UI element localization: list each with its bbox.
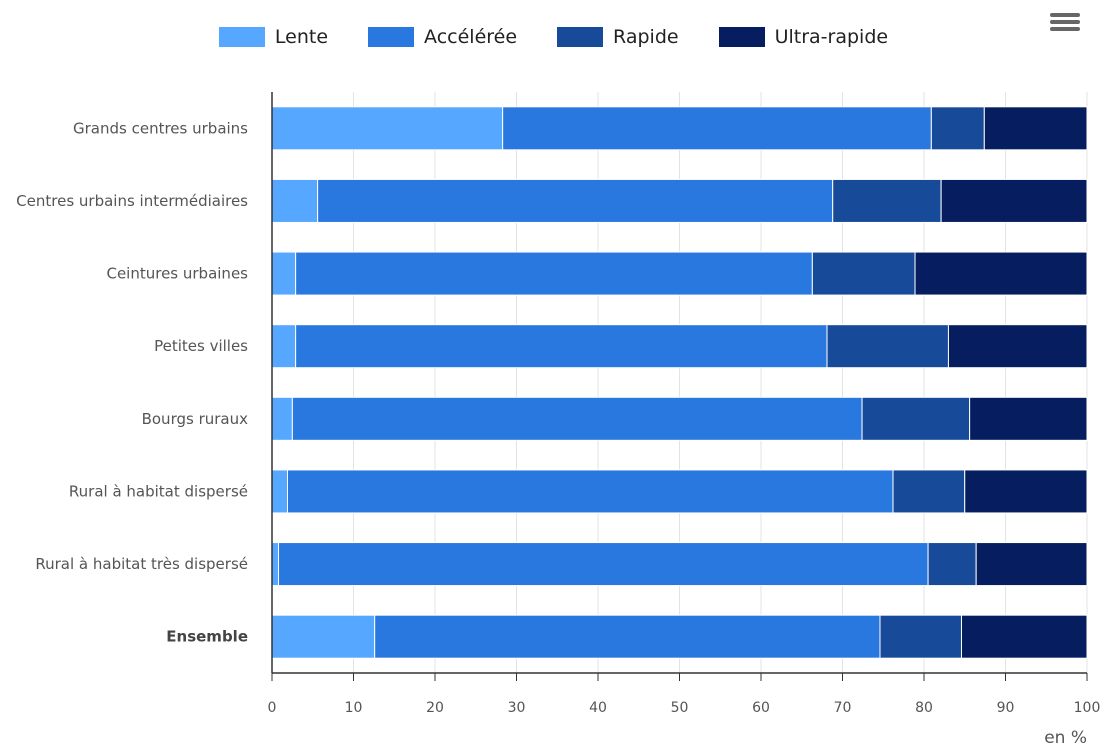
bar-segment[interactable]	[317, 178, 834, 223]
bar-segment[interactable]	[271, 251, 297, 296]
legend: Lente Accélérée Rapide Ultra-rapide	[0, 26, 1107, 48]
legend-swatch	[218, 27, 265, 47]
bar-segment[interactable]	[271, 469, 288, 514]
bar-segment[interactable]	[960, 614, 1088, 659]
category-label: Ensemble	[166, 628, 248, 646]
bar-segment[interactable]	[271, 396, 293, 441]
menu-bar	[1050, 13, 1080, 17]
x-tick-label: 40	[589, 700, 607, 716]
x-tick-label: 0	[268, 700, 277, 716]
category-label: Rural à habitat très dispersé	[35, 555, 248, 573]
bar-segment[interactable]	[975, 542, 1088, 587]
hamburger-menu-icon[interactable]	[1050, 10, 1080, 36]
legend-label: Rapide	[613, 26, 679, 48]
bar-segment[interactable]	[879, 614, 962, 659]
category-label: Grands centres urbains	[73, 119, 248, 137]
bar-segment[interactable]	[295, 324, 828, 369]
bar-segment[interactable]	[295, 251, 813, 296]
legend-item[interactable]: Accélérée	[368, 26, 517, 48]
bar-segment[interactable]	[811, 251, 916, 296]
legend-label: Accélérée	[424, 26, 518, 48]
x-tick-label: 30	[508, 700, 526, 716]
x-tick-label: 70	[834, 700, 852, 716]
bar-segment[interactable]	[930, 106, 985, 151]
bar-segment[interactable]	[832, 178, 942, 223]
bar-segment[interactable]	[826, 324, 949, 369]
bar-segment[interactable]	[271, 614, 376, 659]
bar-segment[interactable]	[271, 542, 280, 587]
x-tick-label: 20	[426, 700, 444, 716]
bar-segment[interactable]	[947, 324, 1088, 369]
category-label: Rural à habitat dispersé	[69, 482, 248, 500]
legend-label: Lente	[274, 26, 329, 48]
x-tick-label: 90	[997, 700, 1015, 716]
category-label: Petites villes	[154, 337, 248, 355]
category-label: Centres urbains intermédiaires	[16, 192, 248, 210]
bar-segment[interactable]	[271, 324, 297, 369]
bar-segment[interactable]	[892, 469, 966, 514]
x-tick-label: 80	[915, 700, 933, 716]
x-tick-label: 50	[671, 700, 689, 716]
x-tick-label: 10	[345, 700, 363, 716]
x-axis-unit-label: en %	[1044, 728, 1087, 748]
bar-segment[interactable]	[940, 178, 1088, 223]
bar-segment[interactable]	[286, 469, 894, 514]
bar-segment[interactable]	[964, 469, 1088, 514]
legend-swatch	[557, 27, 604, 47]
bar-segment[interactable]	[861, 396, 971, 441]
bar-segment[interactable]	[278, 542, 929, 587]
x-tick-label: 100	[1074, 700, 1101, 716]
bar-segment[interactable]	[914, 251, 1088, 296]
category-label: Bourgs ruraux	[142, 410, 249, 428]
bar-segment[interactable]	[291, 396, 863, 441]
legend-swatch	[718, 27, 765, 47]
x-tick-label: 60	[752, 700, 770, 716]
bar-segment[interactable]	[983, 106, 1088, 151]
bar-segment[interactable]	[374, 614, 881, 659]
bar-segment[interactable]	[271, 106, 504, 151]
bar-segment[interactable]	[271, 178, 319, 223]
menu-bar	[1050, 20, 1080, 24]
legend-item[interactable]: Rapide	[557, 26, 679, 48]
menu-bar	[1050, 27, 1080, 31]
bar-segment[interactable]	[502, 106, 932, 151]
legend-swatch	[368, 27, 415, 47]
bar-segment[interactable]	[969, 396, 1088, 441]
legend-label: Ultra-rapide	[774, 26, 889, 48]
category-label: Ceintures urbaines	[106, 265, 248, 283]
bar-segment[interactable]	[927, 542, 977, 587]
legend-item[interactable]: Lente	[218, 26, 329, 48]
legend-item[interactable]: Ultra-rapide	[718, 26, 889, 48]
